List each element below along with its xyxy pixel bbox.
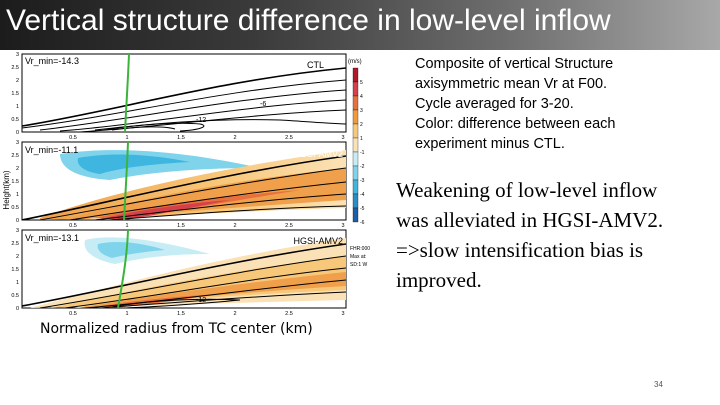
y-tick-label: 3 (16, 228, 19, 234)
side-text-sd: SD:1 W (350, 262, 368, 268)
figure-caption: Composite of vertical Structure axisymme… (415, 54, 715, 154)
y-tick-label: 2.5 (11, 153, 19, 159)
caption-line: experiment minus CTL. (415, 136, 565, 152)
panel-ctl: -6 -12 Vr_min=-14.3 CTL (21, 53, 347, 133)
side-text-fhr: FHR:000 (350, 246, 370, 252)
panel-gsi-amv2: Vr_min=-11.1 GSI-AMV2 (21, 141, 347, 221)
colorbar-label: 4 (360, 94, 363, 100)
y-tick-label: 2.5 (11, 241, 19, 247)
y-tick-label: 0 (16, 306, 19, 312)
x-tick-label: 3 (341, 311, 344, 317)
x-tick-label: 3 (341, 135, 344, 141)
x-tick-label: 0.5 (69, 311, 77, 317)
y-tick-label: 3 (16, 52, 19, 58)
colorbar-box (352, 151, 359, 167)
x-tick-label: 1.5 (177, 223, 185, 229)
colorbar-label: 5 (360, 80, 363, 86)
x-tick-label: 0.5 (69, 135, 77, 141)
colorbar-box (352, 109, 359, 125)
side-text-max: Max at: (350, 254, 366, 260)
colorbar-box (352, 123, 359, 139)
x-tick-label: 1.5 (177, 135, 185, 141)
colorbar-label: -6 (360, 220, 365, 226)
colorbar-label: -2 (360, 164, 365, 170)
panel-ctl-contour-label: -6 (260, 101, 266, 108)
y-tick-label: 1 (16, 280, 19, 286)
y-tick-label: 0 (16, 130, 19, 136)
conclusion-note: Weakening of low-level inflow was allevi… (396, 175, 716, 295)
x-tick-label: 2 (233, 135, 236, 141)
colorbar-label: -5 (360, 206, 365, 212)
caption-line: Composite of vertical Structure (415, 56, 614, 72)
colorbar-box (352, 95, 359, 111)
colorbar-box (352, 137, 359, 153)
caption-line: Color: difference between each (415, 116, 616, 132)
colorbar-box (352, 193, 359, 209)
x-tick-label: 2.5 (285, 135, 293, 141)
note-line: was alleviated in HGSI-AMV2. (396, 208, 664, 232)
y-tick-label: 3 (16, 140, 19, 146)
panel-ctl-vrmin: Vr_min=-14.3 (25, 56, 79, 66)
x-tick-label: 2.5 (285, 223, 293, 229)
y-tick-label: 1 (16, 104, 19, 110)
slide-title: Vertical structure difference in low-lev… (6, 4, 611, 37)
axis-ticks: 0.5 1 1.5 2 2.5 3 0 0.5 1 1.5 2 2.5 3 0.5 1 1.5 2 2.5 3 0 0.… (11, 52, 344, 317)
panel-ctl-contour-label: -12 (196, 117, 206, 124)
title-bar: Vertical structure difference in low-lev… (0, 0, 720, 50)
y-tick-label: 0 (16, 218, 19, 224)
colorbar-box (352, 81, 359, 97)
y-tick-label: 1.5 (11, 179, 19, 185)
x-tick-label: 3 (341, 223, 344, 229)
colorbar-label: -4 (360, 192, 365, 198)
page-number: 34 (654, 380, 663, 389)
y-tick-label: 0.5 (11, 117, 19, 123)
x-tick-label: 1 (125, 135, 128, 141)
y-axis-label: Height(km) (2, 170, 11, 209)
x-tick-label: 2 (233, 223, 236, 229)
panel-hgsi-amv2-label: HGSI-AMV2 (293, 236, 343, 246)
y-tick-label: 2 (16, 78, 19, 84)
colorbar-label: 1 (360, 136, 363, 142)
vr-composite-figure: Height(km) -6 -12 Vr_min=-14.3 CTL (2, 52, 370, 317)
y-tick-label: 0.5 (11, 293, 19, 299)
panel-hgsi-amv2-shading (22, 230, 346, 308)
panel-ctl-label: CTL (307, 60, 324, 70)
colorbar-unit: (m/s) (348, 59, 362, 65)
x-tick-label: 1.5 (177, 311, 185, 317)
y-tick-label: 1.5 (11, 267, 19, 273)
x-tick-label: 2.5 (285, 311, 293, 317)
note-line: =>slow intensification bias is (396, 238, 644, 262)
note-line: improved. (396, 268, 482, 292)
panel-gsi-amv2-shading (22, 142, 346, 220)
colorbar-box (352, 179, 359, 195)
colorbar-label: 3 (360, 108, 363, 114)
x-tick-label: 1 (125, 311, 128, 317)
caption-line: Cycle averaged for 3-20. (415, 96, 574, 112)
x-axis-label: Normalized radius from TC center (km) (40, 321, 313, 337)
y-tick-label: 0.5 (11, 205, 19, 211)
x-tick-label: 1 (125, 223, 128, 229)
colorbar-box (352, 67, 359, 83)
note-line: Weakening of low-level inflow (396, 178, 658, 202)
colorbar-box (352, 165, 359, 181)
colorbar-label: 2 (360, 122, 363, 128)
y-tick-label: 1 (16, 192, 19, 198)
colorbar-label: -3 (360, 178, 365, 184)
panel-gsi-amv2-vrmin: Vr_min=-11.1 (25, 145, 78, 155)
panel-hgsi-amv2-vrmin: Vr_min=-13.1 (25, 233, 79, 243)
y-tick-label: 2.5 (11, 65, 19, 71)
colorbar-label: -1 (360, 150, 365, 156)
colorbar-box (352, 207, 359, 223)
y-tick-label: 2 (16, 166, 19, 172)
panel-gsi-amv2-label: GSI-AMV2 (300, 149, 343, 159)
caption-line: axisymmetric mean Vr at F00. (415, 76, 608, 92)
panel-hgsi-amv2: -12 Vr_min=-13.1 HGSI-AMV2 (21, 229, 347, 309)
y-tick-label: 2 (16, 254, 19, 260)
x-tick-label: 0.5 (69, 223, 77, 229)
x-tick-label: 2 (233, 311, 236, 317)
y-tick-label: 1.5 (11, 91, 19, 97)
panel-hgsi-amv2-contour-label: -12 (196, 297, 206, 304)
panel-ctl-contours (22, 54, 346, 132)
